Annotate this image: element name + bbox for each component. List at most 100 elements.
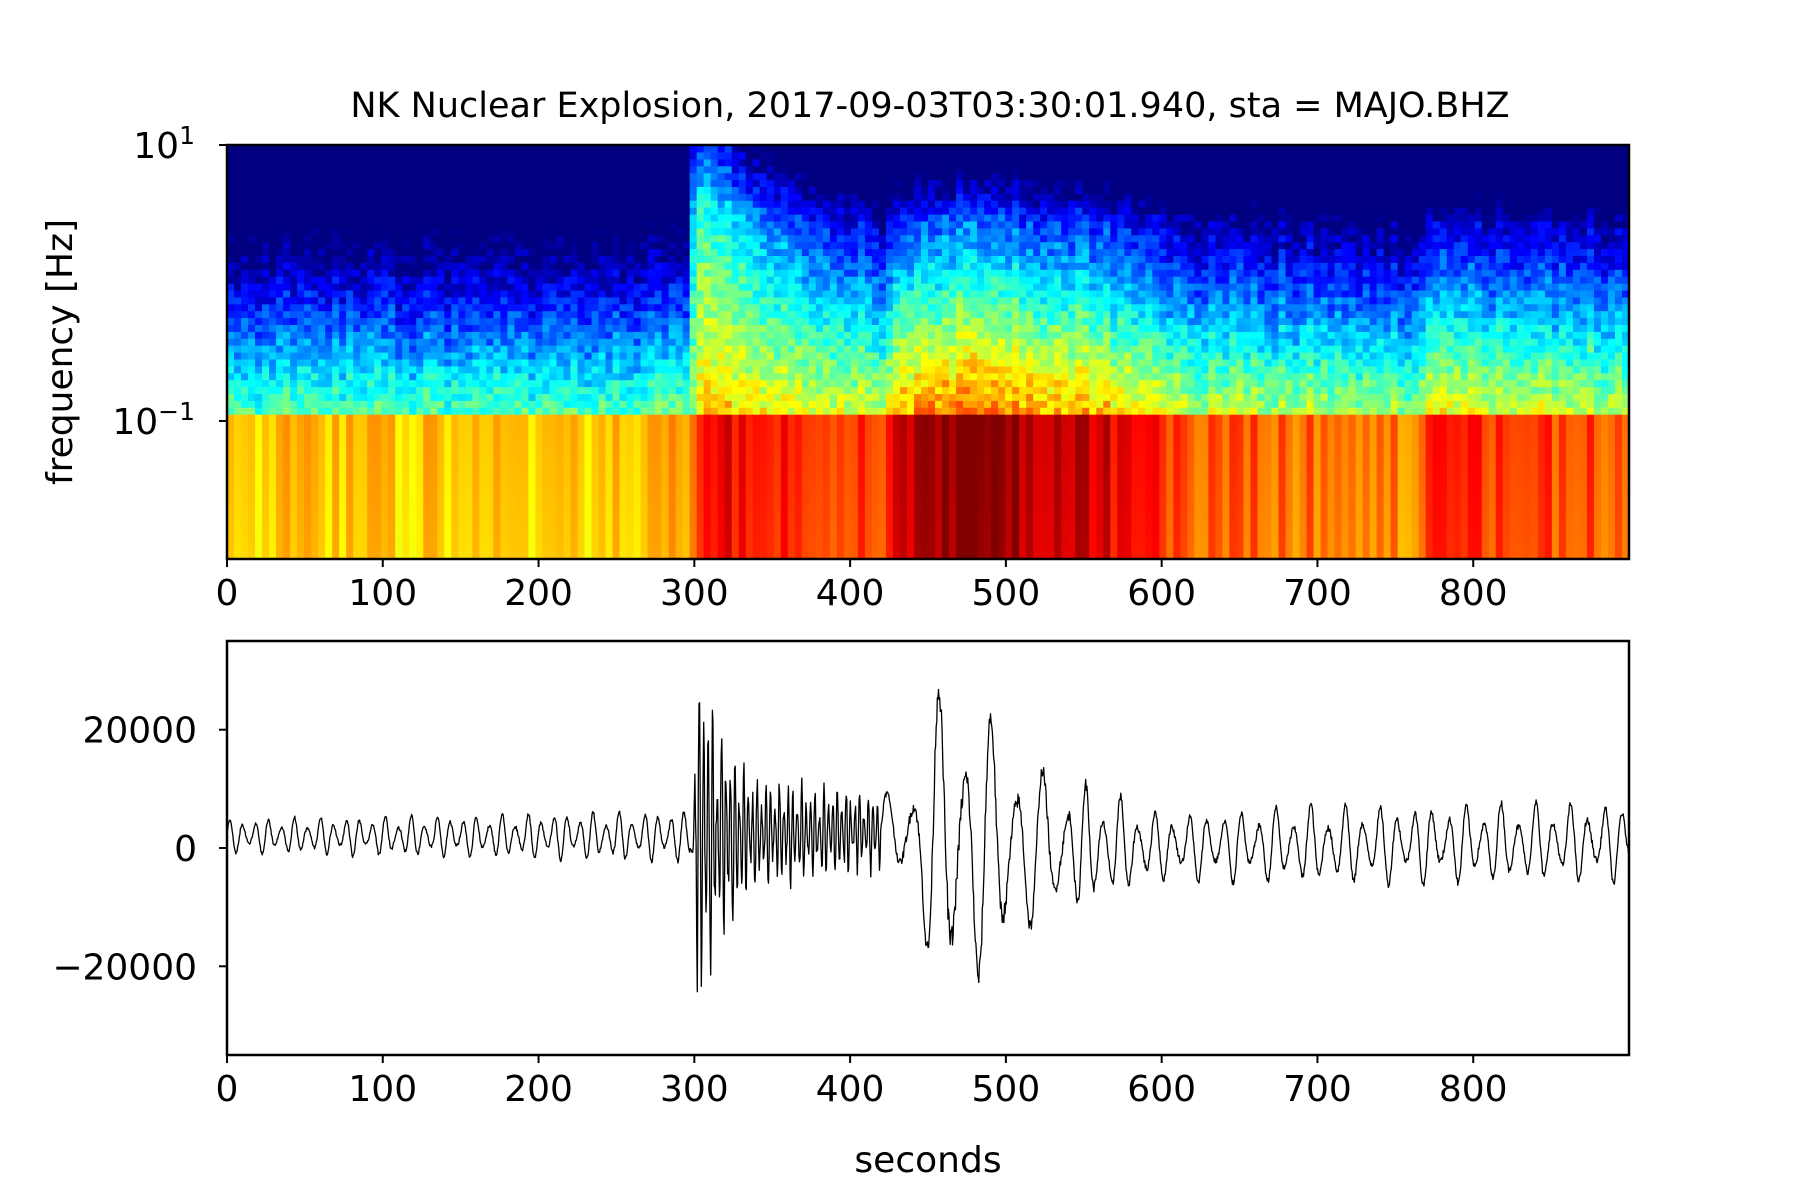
spectrogram-cell bbox=[703, 269, 712, 277]
spectrogram-cell bbox=[479, 269, 487, 277]
spectrogram-cell bbox=[430, 455, 438, 463]
spectrogram-cell bbox=[374, 207, 382, 215]
spectrogram-cell bbox=[395, 462, 403, 470]
spectrogram-cell bbox=[486, 186, 494, 194]
spectrogram-cell bbox=[367, 448, 375, 457]
spectrogram-cell bbox=[374, 262, 382, 270]
spectrogram-cell bbox=[710, 538, 719, 546]
spectrogram-cell bbox=[381, 331, 389, 339]
spectrogram-cell bbox=[766, 393, 775, 401]
spectrogram-cell bbox=[437, 427, 445, 436]
spectrogram-cell bbox=[521, 510, 530, 519]
spectrogram-cell bbox=[339, 248, 347, 256]
spectrogram-cell bbox=[248, 434, 256, 443]
spectrogram-cell bbox=[808, 524, 817, 532]
spectrogram-cell bbox=[801, 145, 810, 153]
spectrogram-cell bbox=[437, 421, 445, 429]
spectrogram-cell bbox=[479, 358, 487, 367]
spectrogram-cell bbox=[479, 503, 487, 512]
spectrogram-cell bbox=[241, 324, 249, 332]
spectrogram-cell bbox=[654, 234, 663, 243]
spectrogram-cell bbox=[374, 552, 382, 560]
spectrogram-cell bbox=[493, 503, 501, 512]
spectrogram-cell bbox=[444, 303, 452, 312]
spectrogram-cell bbox=[724, 476, 733, 484]
spectrogram-cell bbox=[759, 358, 768, 367]
spectrogram-cell bbox=[437, 434, 445, 443]
spectrogram-cell bbox=[311, 365, 319, 374]
spectrogram-cell bbox=[381, 227, 389, 236]
spectrogram-cell bbox=[227, 255, 235, 263]
spectrogram-cell bbox=[717, 441, 726, 450]
spectrogram-cell bbox=[493, 379, 501, 388]
spectrogram-cell bbox=[248, 310, 256, 319]
spectrogram-cell bbox=[332, 158, 340, 167]
spectrogram-cell bbox=[577, 365, 586, 374]
spectrogram-cell bbox=[234, 227, 242, 236]
spectrogram-cell bbox=[234, 262, 242, 270]
spectrogram-cell bbox=[633, 503, 642, 512]
spectrogram-cell bbox=[353, 289, 361, 298]
spectrogram-cell bbox=[346, 158, 354, 167]
spectrogram-cell bbox=[374, 455, 382, 463]
spectrogram-cell bbox=[227, 352, 235, 360]
spectrogram-cell bbox=[668, 386, 677, 394]
spectrogram-cell bbox=[738, 234, 747, 243]
spectrogram-cell bbox=[444, 241, 452, 250]
spectrogram-cell bbox=[745, 503, 754, 512]
spectrogram-cell bbox=[388, 490, 396, 498]
spectrogram-cell bbox=[689, 227, 698, 236]
spectrogram-cell bbox=[724, 338, 733, 346]
spectrogram-cell bbox=[633, 158, 642, 167]
spectrogram-cell bbox=[332, 200, 340, 208]
spectrogram-cell bbox=[479, 407, 487, 415]
spectrogram-cell bbox=[738, 462, 747, 470]
spectrogram-cell bbox=[556, 503, 565, 512]
spectrogram-cell bbox=[346, 248, 354, 256]
spectrogram-cell bbox=[318, 517, 326, 526]
spectrogram-cell bbox=[402, 407, 410, 415]
spectrogram-cell bbox=[675, 186, 684, 194]
spectrogram-cell bbox=[640, 241, 649, 250]
spectrogram-cell bbox=[640, 538, 649, 546]
spectrogram-cell bbox=[668, 145, 677, 153]
spectrogram-cell bbox=[766, 400, 775, 408]
spectrogram-cell bbox=[570, 193, 579, 201]
spectrogram-cell bbox=[591, 503, 600, 512]
spectrogram-cell bbox=[528, 393, 537, 401]
spectrogram-cell bbox=[696, 338, 705, 346]
spectrogram-cell bbox=[451, 407, 459, 415]
spectrogram-cell bbox=[794, 552, 803, 560]
spectrogram-cell bbox=[451, 220, 459, 229]
spectrogram-cell bbox=[563, 310, 572, 319]
spectrogram-cell bbox=[577, 200, 586, 208]
spectrogram-cell bbox=[605, 296, 614, 305]
spectrogram-cell bbox=[339, 241, 347, 250]
spectrogram-cell bbox=[416, 186, 424, 194]
spectrogram-cell bbox=[654, 483, 663, 491]
spectrogram-cell bbox=[262, 234, 270, 243]
spectrogram-cell bbox=[339, 179, 347, 187]
spectrogram-cell bbox=[696, 365, 705, 374]
spectrogram-cell bbox=[514, 496, 523, 505]
spectrogram-cell bbox=[241, 510, 249, 519]
spectrogram-cell bbox=[591, 193, 600, 201]
spectrogram-cell bbox=[283, 241, 291, 250]
spectrogram-cell bbox=[724, 496, 733, 505]
spectrogram-cell bbox=[598, 441, 607, 450]
spectrogram-cell bbox=[346, 289, 354, 298]
spectrogram-cell bbox=[801, 220, 810, 229]
spectrogram-cell bbox=[661, 158, 670, 167]
spectrogram-cell bbox=[738, 510, 747, 519]
spectrogram-cell bbox=[451, 469, 459, 477]
spectrogram-cell bbox=[500, 310, 508, 319]
spectrogram-cell bbox=[311, 262, 319, 270]
spectrogram-cell bbox=[283, 441, 291, 450]
spectrogram-cell bbox=[640, 345, 649, 353]
spectrogram-cell bbox=[458, 462, 466, 470]
spectrogram-cell bbox=[486, 241, 494, 250]
spectrogram-cell bbox=[668, 496, 677, 505]
spectrogram-cell bbox=[696, 186, 705, 194]
spectrogram-cell bbox=[248, 331, 256, 339]
spectrogram-cell bbox=[423, 476, 431, 484]
